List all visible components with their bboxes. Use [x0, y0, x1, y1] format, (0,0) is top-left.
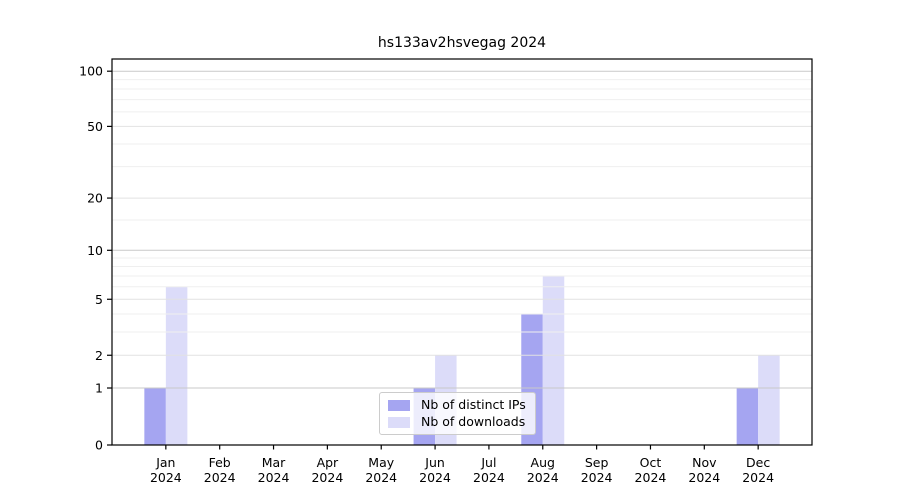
x-tick-label-month: Dec [746, 455, 770, 470]
x-tick-label-month: Apr [317, 455, 339, 470]
x-tick-label-month: Jun [424, 455, 445, 470]
bar-downloads [758, 355, 780, 445]
x-tick-label-month: Nov [692, 455, 717, 470]
legend-label-downloads: Nb of downloads [421, 414, 526, 429]
legend-item-downloads: Nb of downloads [388, 415, 526, 429]
x-tick-label-year: 2024 [581, 470, 613, 485]
x-tick-label-year: 2024 [150, 470, 182, 485]
x-tick-label-year: 2024 [419, 470, 451, 485]
bar-distinct-ips [144, 388, 166, 445]
legend-label-distinct-ips: Nb of distinct IPs [421, 397, 526, 412]
bar-downloads [165, 286, 188, 445]
x-tick-label-year: 2024 [635, 470, 667, 485]
chart-title: hs133av2hsvegag 2024 [377, 35, 547, 51]
y-tick-label: 10 [87, 243, 103, 258]
y-tick-label: 0 [95, 438, 103, 453]
x-tick-label-month: Jul [480, 455, 496, 470]
x-tick-label-month: Feb [209, 455, 231, 470]
x-tick-label-month: Mar [262, 455, 286, 470]
y-tick-label: 5 [95, 292, 103, 307]
bar-downloads [542, 276, 565, 445]
y-tick-label: 20 [87, 191, 103, 206]
x-tick-label-year: 2024 [473, 470, 505, 485]
x-tick-label-month: May [368, 455, 394, 470]
x-tick-label-year: 2024 [204, 470, 236, 485]
x-tick-label-month: Sep [585, 455, 609, 470]
x-tick-label-year: 2024 [527, 470, 559, 485]
y-tick-label: 50 [87, 119, 103, 134]
x-tick-label-year: 2024 [742, 470, 774, 485]
legend-swatch-distinct-ips-icon [388, 399, 410, 411]
x-tick-label-month: Aug [531, 455, 555, 470]
x-tick-label-month: Oct [640, 455, 662, 470]
x-tick-label-year: 2024 [311, 470, 343, 485]
y-tick-label: 2 [95, 348, 103, 363]
x-tick-label-month: Jan [155, 455, 175, 470]
bar-distinct-ips [736, 388, 759, 445]
plot-border [111, 58, 813, 446]
legend-swatch-downloads-icon [388, 416, 410, 428]
legend-item-distinct-ips: Nb of distinct IPs [388, 398, 526, 412]
legend: Nb of distinct IPs Nb of downloads [379, 392, 536, 435]
y-tick-label: 100 [79, 64, 103, 79]
y-tick-label: 1 [95, 381, 103, 396]
x-tick-label-year: 2024 [688, 470, 720, 485]
x-tick-label-year: 2024 [258, 470, 290, 485]
x-tick-label-year: 2024 [365, 470, 397, 485]
